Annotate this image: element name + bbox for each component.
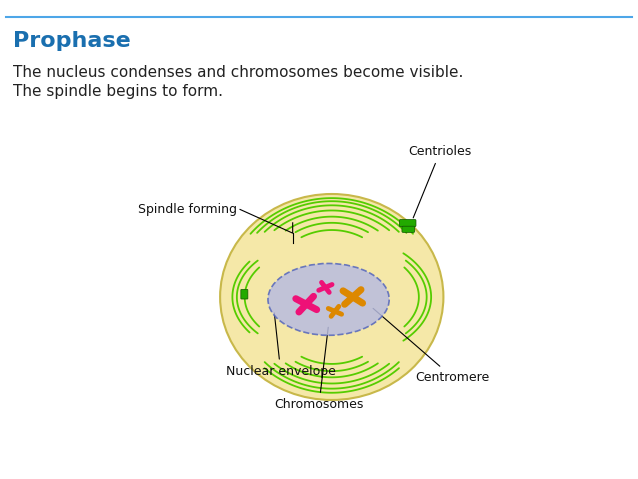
Ellipse shape	[268, 263, 389, 335]
FancyBboxPatch shape	[402, 226, 415, 232]
FancyBboxPatch shape	[241, 289, 248, 299]
Text: Prophase: Prophase	[13, 31, 131, 51]
Text: Nuclear envelope: Nuclear envelope	[226, 313, 336, 377]
Text: Centromere: Centromere	[373, 308, 490, 384]
FancyBboxPatch shape	[399, 219, 416, 227]
Text: Centrioles: Centrioles	[408, 145, 472, 218]
Text: Chromosomes: Chromosomes	[274, 327, 364, 411]
Text: Spindle forming: Spindle forming	[138, 203, 237, 216]
Text: The nucleus condenses and chromosomes become visible.: The nucleus condenses and chromosomes be…	[13, 65, 463, 80]
Text: The spindle begins to form.: The spindle begins to form.	[13, 84, 223, 99]
Ellipse shape	[220, 194, 443, 400]
